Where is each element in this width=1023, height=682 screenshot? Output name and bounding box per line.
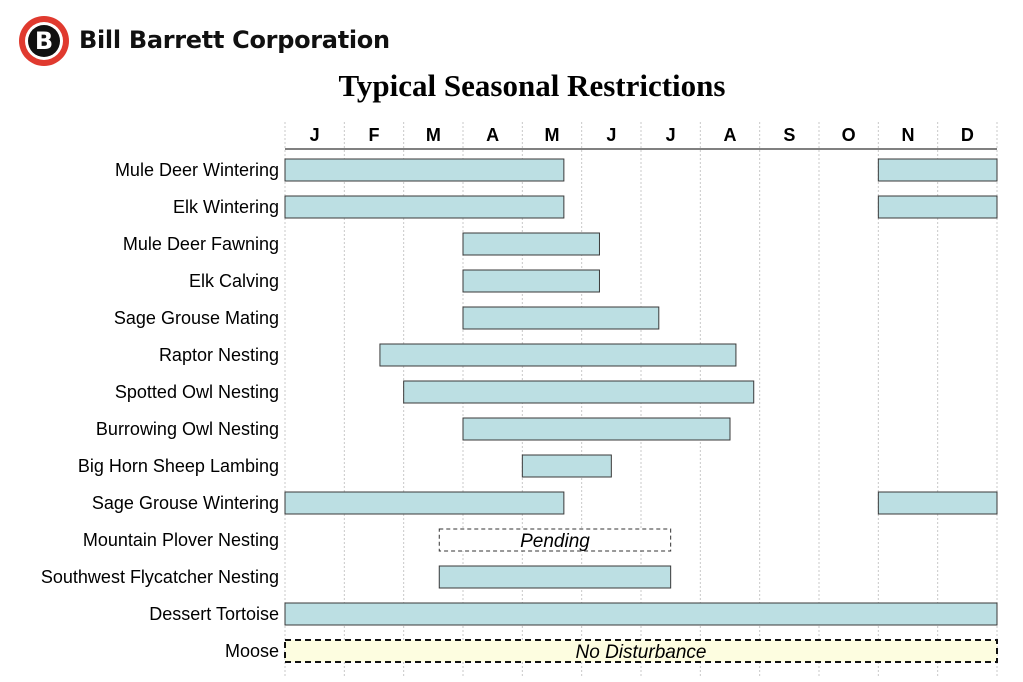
restriction-bar (438, 565, 672, 589)
pending-bar (438, 528, 672, 552)
svg-text:B: B (35, 27, 53, 55)
row-label: Mule Deer Wintering (115, 160, 279, 180)
row-label: Southwest Flycatcher Nesting (41, 567, 279, 587)
restriction-bar (284, 491, 565, 515)
month-label: D (961, 125, 974, 145)
restriction-bar (284, 158, 565, 182)
month-label: J (606, 125, 616, 145)
month-label: S (783, 125, 795, 145)
restriction-bar (877, 158, 998, 182)
restriction-bar (284, 602, 998, 626)
restriction-bar (877, 491, 998, 515)
row-label: Moose (225, 641, 279, 661)
month-label: J (666, 125, 676, 145)
month-label: N (902, 125, 915, 145)
month-label: A (724, 125, 737, 145)
restriction-bar (403, 380, 755, 404)
bar-note-label: Pending (520, 531, 590, 552)
company-name: Bill Barrett Corporation (79, 26, 390, 54)
bill-barrett-logo-icon: B (19, 16, 69, 66)
month-label: J (310, 125, 320, 145)
restriction-bar (462, 269, 600, 293)
row-label: Burrowing Owl Nesting (96, 419, 279, 439)
no-disturbance-bar (284, 639, 998, 663)
chart-title: Typical Seasonal Restrictions (338, 68, 726, 103)
restriction-bar (462, 417, 731, 441)
row-label: Elk Calving (189, 271, 279, 291)
restriction-bar (284, 195, 565, 219)
month-label: M (545, 125, 560, 145)
row-label: Dessert Tortoise (149, 604, 279, 624)
row-label: Spotted Owl Nesting (115, 382, 279, 402)
restriction-bar (462, 306, 660, 330)
row-label: Raptor Nesting (159, 345, 279, 365)
bar-note-label: No Disturbance (576, 642, 707, 663)
company-logo: B Bill Barrett Corporation (17, 14, 417, 72)
restriction-bar (521, 454, 612, 478)
row-label: Sage Grouse Mating (114, 308, 279, 328)
row-label: Big Horn Sheep Lambing (78, 456, 279, 476)
month-label: M (426, 125, 441, 145)
month-label: O (842, 125, 856, 145)
restriction-bar (877, 195, 998, 219)
row-label: Mule Deer Fawning (123, 234, 279, 254)
month-label: A (486, 125, 499, 145)
row-label: Elk Wintering (173, 197, 279, 217)
row-label: Sage Grouse Wintering (92, 493, 279, 513)
restriction-bar (379, 343, 737, 367)
row-label: Mountain Plover Nesting (83, 530, 279, 550)
restriction-bar (462, 232, 600, 256)
month-label: F (369, 125, 380, 145)
